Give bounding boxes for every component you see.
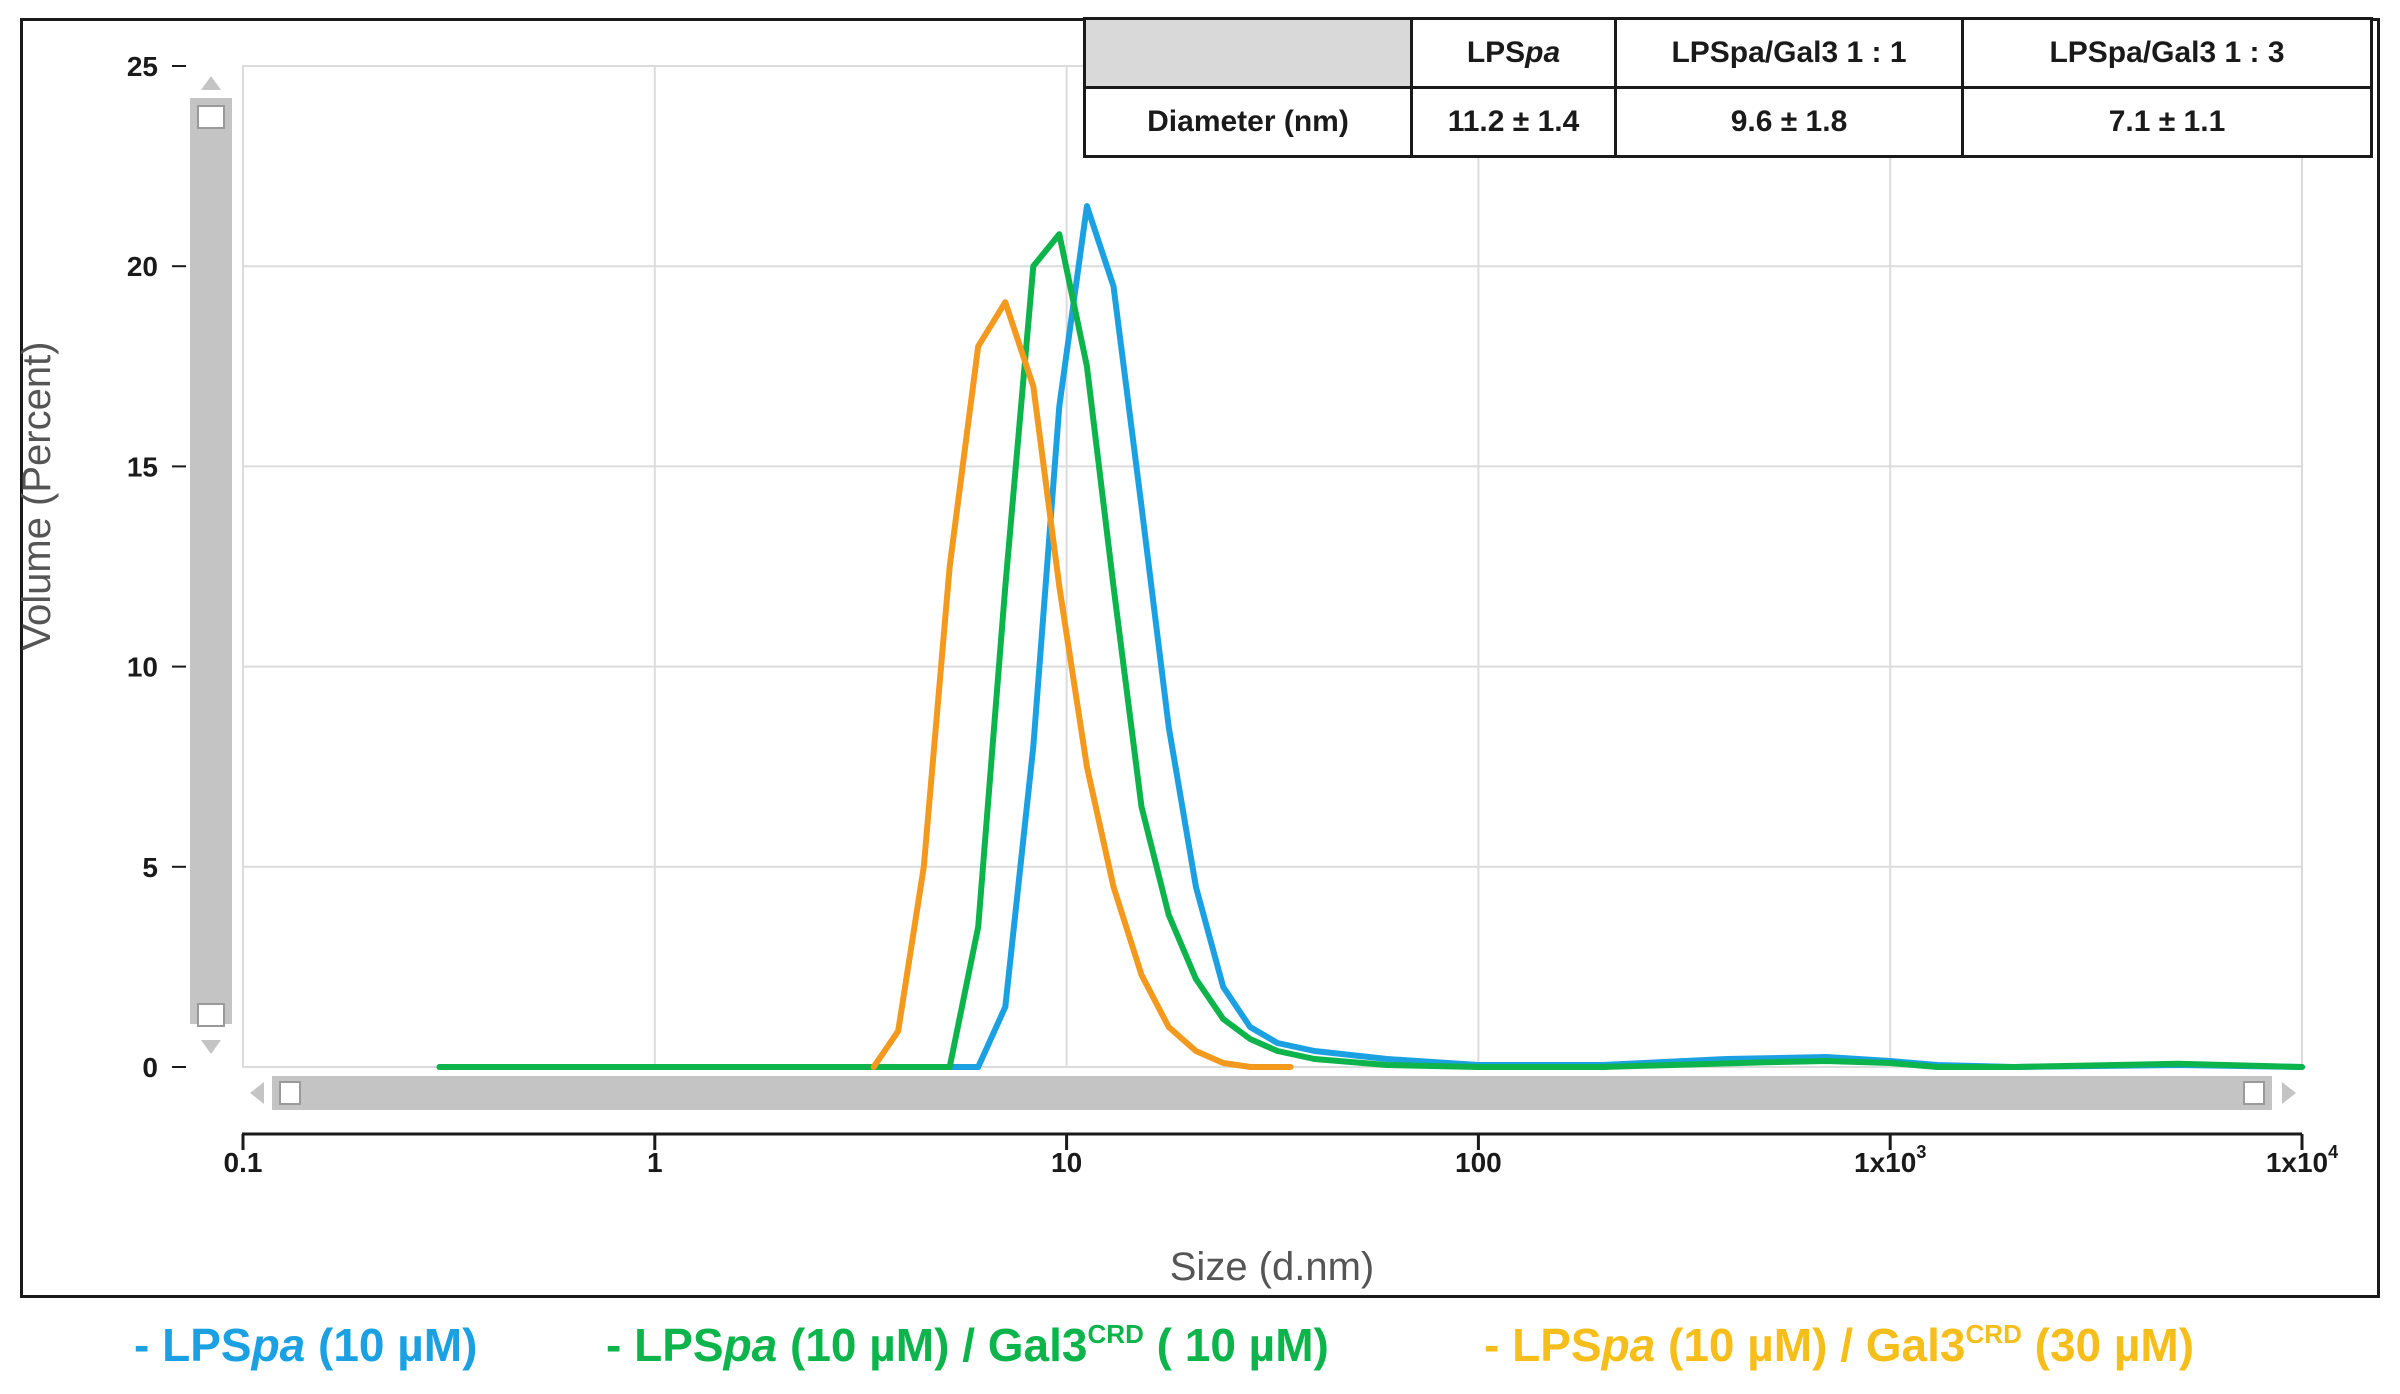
grid <box>242 65 2303 1068</box>
vertical-scroll-handle-top[interactable] <box>197 105 225 129</box>
legend-text: (30 µM) <box>2021 1319 2195 1371</box>
legend-text: - LPS <box>606 1319 724 1371</box>
y-tick-label: 0 <box>142 1052 158 1083</box>
horizontal-scroll-handle-left[interactable] <box>279 1081 301 1105</box>
x-tick-label: 10 <box>1051 1147 1082 1178</box>
table-corner-cell <box>1083 17 1413 89</box>
table-cell: 7.1 ± 1.1 <box>1961 86 2373 158</box>
legend-text: pa <box>723 1319 778 1371</box>
y-tick-label: 5 <box>142 852 158 883</box>
legend-superscript: CRD <box>1965 1319 2022 1349</box>
y-axis-title: Volume (Percent) <box>15 341 59 650</box>
legend: - LPSpa (10 µM) - LPSpa (10 µM) / Gal3CR… <box>0 1312 2400 1382</box>
diameter-table: LPSpa LPSpa/Gal3 1 : 1 LPSpa/Gal3 1 : 3 … <box>1083 17 2373 158</box>
series-line-0 <box>436 203 2305 1070</box>
x-tick-label: 0.1 <box>224 1147 263 1178</box>
table-header-cell: LPSpa <box>1410 17 1617 89</box>
x-tick-label: 100 <box>1455 1147 1502 1178</box>
legend-text: (10 µM) <box>305 1319 478 1371</box>
table-row-label: Diameter (nm) <box>1083 86 1413 158</box>
table-header-row: LPSpa LPSpa/Gal3 1 : 1 LPSpa/Gal3 1 : 3 <box>1083 17 2373 89</box>
scrollbars <box>190 76 2296 1110</box>
vertical-scroll-track[interactable] <box>190 98 232 1024</box>
scroll-down-arrow-icon[interactable] <box>201 1040 221 1054</box>
legend-text: Gal3 <box>987 1319 1088 1371</box>
scroll-right-arrow-icon[interactable] <box>2282 1082 2296 1104</box>
axis-labels: Volume (Percent) Size (d.nm) <box>15 341 1374 1289</box>
x-tick-label: 1x103 <box>1854 1142 1926 1178</box>
legend-superscript: CRD <box>1087 1319 1144 1349</box>
legend-item-gal3-10: - LPSpa (10 µM) / Gal3CRD ( 10 µM) <box>606 1318 1329 1372</box>
legend-item-lpspa: - LPSpa (10 µM) <box>134 1318 477 1372</box>
legend-text: - LPS <box>1484 1319 1602 1371</box>
axes: 0 5 10 15 20 25 0.1 1 10 100 1x103 1x104 <box>127 51 2338 1178</box>
legend-text: (10 µM) / <box>1655 1319 1866 1371</box>
header-pa: pa <box>1525 36 1561 69</box>
scroll-left-arrow-icon[interactable] <box>250 1082 264 1104</box>
header-lps: LPS <box>1466 36 1526 69</box>
table-header-cell: LPSpa/Gal3 1 : 3 <box>1961 17 2373 89</box>
horizontal-scroll-track[interactable] <box>272 1076 2272 1110</box>
legend-text: (10 µM) / <box>777 1319 988 1371</box>
scroll-up-arrow-icon[interactable] <box>201 76 221 90</box>
series <box>436 203 2305 1070</box>
table-cell: 9.6 ± 1.8 <box>1614 86 1964 158</box>
horizontal-scroll-handle-right[interactable] <box>2243 1081 2265 1105</box>
plot-area-border <box>242 65 2303 1068</box>
legend-text: ( 10 µM) <box>1143 1319 1329 1371</box>
x-tick-label: 1 <box>647 1147 663 1178</box>
y-tick-label: 10 <box>127 652 158 683</box>
x-axis-title: Size (d.nm) <box>1170 1245 1375 1289</box>
legend-text: Gal3 <box>1865 1319 1966 1371</box>
legend-text: pa <box>1601 1319 1656 1371</box>
table-header-cell: LPSpa/Gal3 1 : 1 <box>1614 17 1964 89</box>
series-line-1 <box>436 231 2305 1070</box>
y-tick-label: 15 <box>127 451 158 482</box>
legend-text: - LPS <box>134 1319 252 1371</box>
legend-text: pa <box>251 1319 306 1371</box>
y-tick-label: 25 <box>127 51 158 82</box>
y-tick-label: 20 <box>127 251 158 282</box>
series-line-2 <box>870 299 1294 1070</box>
table-row: Diameter (nm) 11.2 ± 1.4 9.6 ± 1.8 7.1 ±… <box>1083 86 2373 158</box>
x-tick-label: 1x104 <box>2266 1142 2338 1178</box>
legend-item-gal3-30: - LPSpa (10 µM) / Gal3CRD (30 µM) <box>1484 1318 2194 1372</box>
vertical-scroll-handle-bottom[interactable] <box>197 1003 225 1027</box>
table-cell: 11.2 ± 1.4 <box>1410 86 1617 158</box>
